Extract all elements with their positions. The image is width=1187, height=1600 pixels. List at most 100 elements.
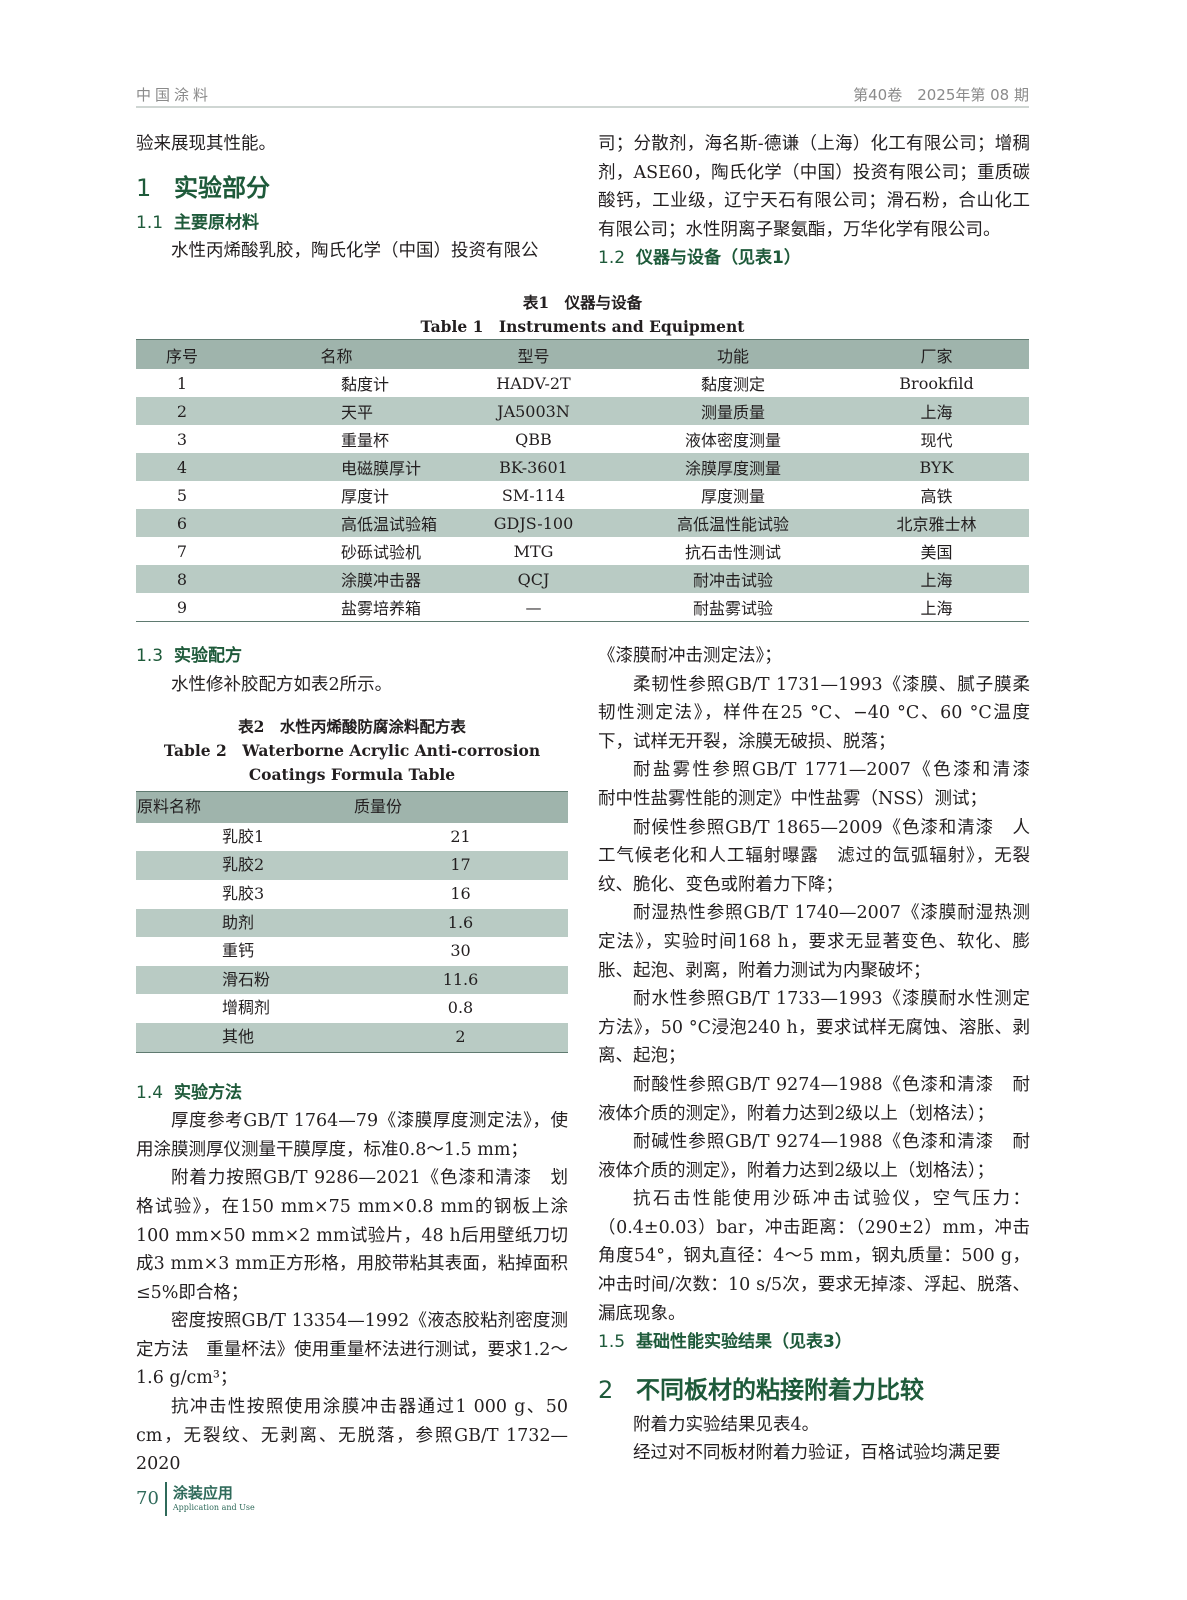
table-cell: 电磁膜厚计	[228, 453, 445, 481]
section-title: 实验方法	[174, 1082, 242, 1103]
table-cell: 涂膜厚度测量	[622, 453, 844, 481]
table-cell: 30	[450, 941, 471, 961]
table-cell: 1	[176, 373, 188, 393]
table-cell: 现代	[920, 431, 953, 450]
table-row: 乳胶1 21	[136, 823, 568, 852]
table-cell: 上海	[844, 397, 1029, 425]
table-cell: 耐冲击试验	[622, 565, 844, 593]
table-cell: 厚度计	[341, 487, 390, 506]
table-cell: —	[445, 593, 622, 622]
table-cell: 7	[176, 541, 188, 561]
table-cell: 液体密度测量	[684, 431, 781, 450]
column-header: 序号	[136, 339, 228, 369]
section-title: 不同板材的粘接附着力比较	[636, 1375, 924, 1404]
header-divider	[136, 106, 1029, 108]
table-cell: 2	[353, 1022, 568, 1053]
table-cell: 盐雾培养箱	[228, 593, 445, 622]
column-header: 名称	[228, 339, 445, 369]
table-title-en: Table 1 Instruments and Equipment	[420, 317, 745, 336]
table-cell: 助剂	[136, 908, 353, 938]
table-title-en: Table 2 Waterborne Acrylic Anti-corrosio…	[163, 741, 541, 785]
table-row: 3 重量杯 QBB 液体密度测量 现代	[136, 425, 1029, 453]
column-header: 功能	[622, 339, 844, 369]
table-1: 表1 仪器与设备 Table 1 Instruments and Equipme…	[136, 291, 1029, 622]
table-cell: HADV-2T	[496, 373, 571, 393]
table-cell: 11.6	[353, 965, 568, 995]
page-footer: 70 涂装应用 Application and Use	[136, 1482, 255, 1516]
bottom-right-column: 《漆膜耐冲击测定法》； 柔韧性参照GB/T 1731—1993《漆膜、腻子膜柔韧…	[598, 642, 1048, 1468]
section-number: 1.3	[136, 646, 164, 666]
paragraph: 耐盐雾性参照GB/T 1771—2007《色漆和清漆 耐中性盐雾性能的测定》中性…	[598, 760, 1048, 809]
paragraph: 耐碱性参照GB/T 9274—1988《色漆和清漆 耐液体介质的测定》，附着力达…	[598, 1132, 1030, 1181]
section-heading-1-3: 1.3 实验配方	[136, 642, 568, 671]
table-cell: 北京雅士林	[844, 509, 1029, 537]
paragraph: 抗冲击性按照使用涂膜冲击器通过1 000 g、50 cm，无裂纹、无剥离、无脱落…	[136, 1397, 568, 1475]
table-cell: 1.6	[353, 908, 568, 938]
section-number: 1.2	[598, 248, 626, 269]
table-cell: 2	[136, 397, 228, 425]
table-title-cn: 表1 仪器与设备	[522, 293, 643, 312]
table-cell: 乳胶3	[222, 883, 265, 903]
section-heading-1-1: 1.1 主要原材料	[136, 209, 568, 238]
table-row: 9 盐雾培养箱 — 耐盐雾试验 上海	[136, 593, 1029, 622]
table-cell: 美国	[920, 543, 953, 562]
paragraph: 验来展现其性能。	[136, 134, 276, 154]
table-cell: QBB	[515, 429, 552, 449]
section-number: 2	[598, 1375, 614, 1404]
table-row: 助剂 1.6	[136, 908, 568, 938]
paragraph: 水性修补胶配方如表2所示。	[171, 674, 393, 695]
paragraph: 附着力实验结果见表4。	[633, 1414, 820, 1435]
table-header-row: 序号 名称 型号 功能 厂家	[136, 339, 1029, 369]
table-cell: 其他	[136, 1022, 353, 1053]
section-heading-1: 1 实验部分	[136, 171, 568, 205]
page-number: 70	[136, 1488, 159, 1509]
section-number: 1.1	[136, 212, 164, 233]
table-row: 8 涂膜冲击器 QCJ 耐冲击试验 上海	[136, 565, 1029, 593]
column-header: 厂家	[844, 339, 1029, 369]
table-title-cn: 表2 水性丙烯酸防腐涂料配方表	[238, 717, 466, 737]
table-cell: 厚度测量	[700, 487, 765, 506]
table-row: 2 天平 JA5003N 测量质量 上海	[136, 397, 1029, 425]
footer-divider	[164, 1482, 167, 1516]
paragraph: 耐水性参照GB/T 1733—1993《漆膜耐水性测定方法》，50 °C浸泡24…	[598, 989, 1030, 1067]
paragraph: 水性丙烯酸乳胶，陶氏化学（中国）投资有限公	[171, 241, 539, 262]
table-cell: 高低温试验箱	[228, 509, 445, 537]
table-cell: 17	[353, 851, 568, 880]
table-header-row: 原料名称 质量份	[136, 791, 568, 823]
paragraph: 厚度参考GB/T 1764—79《漆膜厚度测定法》，使用涂膜测厚仪测量干膜厚度，…	[136, 1111, 568, 1160]
top-right-column: 司；分散剂，海名斯-德谦（上海）化工有限公司；增稠剂，ASE60，陶氏化学（中国…	[598, 130, 1030, 273]
table-row: 7 砂砾试验机 MTG 抗石击性测试 美国	[136, 537, 1029, 565]
table-cell: 上海	[844, 593, 1029, 622]
paragraph: 耐酸性参照GB/T 9274—1988《色漆和清漆 耐液体介质的测定》，附着力达…	[598, 1074, 1030, 1124]
table-cell: BK-3601	[445, 453, 622, 481]
section-heading-1-4: 1.4 实验方法	[136, 1079, 568, 1108]
section-title: 实验配方	[174, 646, 242, 666]
table-cell: 9	[136, 593, 228, 622]
paragraph: 经过对不同板材附着力验证，百格试验均满足要	[633, 1443, 1001, 1464]
column-header: 质量份	[353, 791, 568, 823]
table-cell: 5	[176, 485, 188, 505]
table-cell: 重量杯	[341, 431, 390, 450]
table-cell: Brookfild	[899, 373, 974, 393]
issue-info: 第40卷 2025年第 08 期	[853, 86, 1029, 104]
table-cell: 滑石粉	[136, 965, 353, 995]
table-cell: BYK	[844, 453, 1029, 481]
table-cell: QCJ	[445, 565, 622, 593]
table-cell: 8	[136, 565, 228, 593]
table-row: 滑石粉 11.6	[136, 965, 568, 995]
paragraph: 耐候性参照GB/T 1865—2009《色漆和清漆 人工气候老化和人工辐射曝露 …	[598, 817, 1030, 895]
section-heading-1-2: 1.2 仪器与设备（见表1）	[598, 244, 1030, 273]
table-cell: 3	[176, 429, 188, 449]
section-heading-1-5: 1.5 基础性能实验结果（见表3）	[598, 1328, 1030, 1357]
table-cell: 黏度计	[341, 375, 390, 394]
table-cell: MTG	[513, 541, 554, 561]
table-cell: SM-114	[501, 485, 566, 505]
paragraph: 《漆膜耐冲击测定法》；	[598, 646, 782, 666]
column-header: 型号	[445, 339, 622, 369]
paragraph: 抗石击性能使用沙砾冲击试验仪，空气压力：（0.4±0.03）bar，冲击距离：（…	[598, 1189, 1030, 1324]
top-left-column: 验来展现其性能。 1 实验部分 1.1 主要原材料 水性丙烯酸乳胶，陶氏化学（中国）…	[136, 130, 568, 266]
paragraph: 耐湿热性参照GB/T 1740—2007《漆膜耐湿热测定法》，实验时间168 h…	[598, 903, 1030, 981]
section-title: 主要原材料	[174, 212, 259, 233]
table-2: 表2 水性丙烯酸防腐涂料配方表 Table 2 Waterborne Acryl…	[136, 715, 568, 1053]
table-row: 乳胶2 17	[136, 851, 568, 880]
